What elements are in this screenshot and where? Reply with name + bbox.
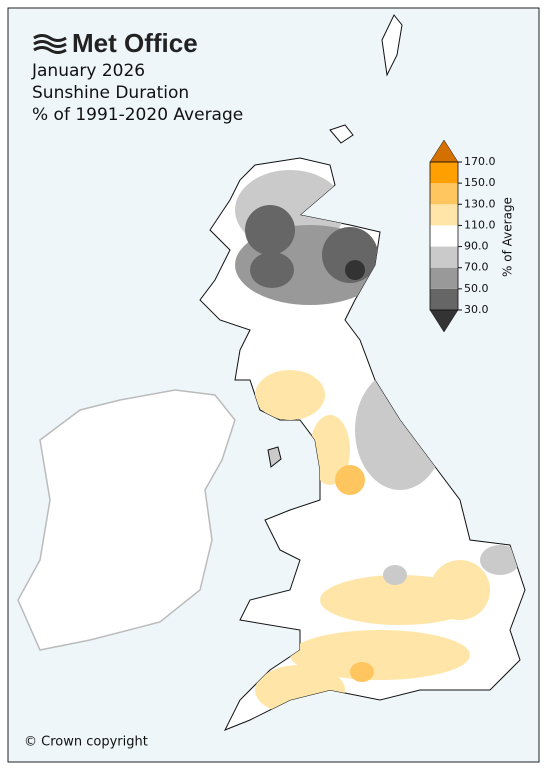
colorbar-tick-label: 30.0 <box>464 303 489 316</box>
colorbar: 30.0 50.0 70.0 90.0 110.0 130.0 150.0 170.0 <box>429 139 496 333</box>
colorbar-bin <box>430 267 458 289</box>
colorbar-label: % of Average <box>501 197 515 277</box>
logo-text: Met Office <box>72 28 198 58</box>
colorbar-tick-label: 70.0 <box>464 261 489 274</box>
logo-icon <box>33 34 67 54</box>
colorbar-bin <box>430 204 458 226</box>
colorbar-bin <box>430 183 458 205</box>
colorbar-outline <box>429 161 459 311</box>
colorbar-tick-label: 150.0 <box>464 176 496 189</box>
copyright: © Crown copyright <box>24 735 148 750</box>
colorbar-tick-label: 90.0 <box>464 240 489 253</box>
colorbar-bin <box>430 162 458 184</box>
colorbar-tick-label: 50.0 <box>464 282 489 295</box>
ireland <box>17 389 236 651</box>
title-line: % of 1991-2020 Average <box>32 105 243 125</box>
title-line: Sunshine Duration <box>32 83 189 103</box>
colorbar-bin <box>430 225 458 247</box>
title-line: January 2026 <box>31 61 145 81</box>
colorbar-tick-label: 130.0 <box>464 197 496 210</box>
colorbar-bin <box>430 288 458 310</box>
colorbar-tick-label: 110.0 <box>464 218 496 231</box>
colorbar-bin <box>430 246 458 268</box>
colorbar-tick-label: 170.0 <box>464 155 496 168</box>
